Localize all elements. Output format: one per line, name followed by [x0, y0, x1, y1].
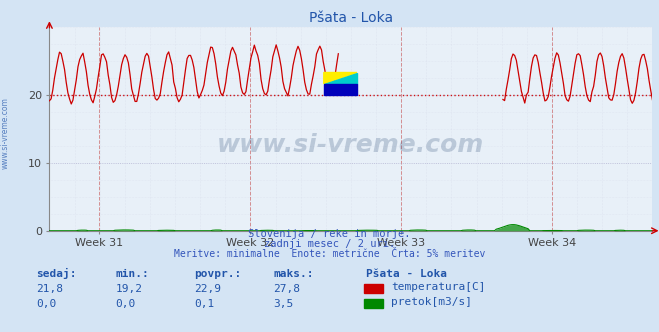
Text: 0,0: 0,0	[36, 299, 57, 309]
Text: 21,8: 21,8	[36, 284, 63, 294]
Text: www.si-vreme.com: www.si-vreme.com	[1, 97, 10, 169]
Text: min.:: min.:	[115, 269, 149, 279]
Text: Slovenija / reke in morje.: Slovenija / reke in morje.	[248, 229, 411, 239]
Text: 0,0: 0,0	[115, 299, 136, 309]
Text: povpr.:: povpr.:	[194, 269, 242, 279]
Text: zadnji mesec / 2 uri.: zadnji mesec / 2 uri.	[264, 239, 395, 249]
Text: 0,1: 0,1	[194, 299, 215, 309]
Text: sedaj:: sedaj:	[36, 268, 76, 279]
Bar	[324, 84, 357, 95]
Text: www.si-vreme.com: www.si-vreme.com	[217, 133, 484, 157]
Text: 22,9: 22,9	[194, 284, 221, 294]
Text: 27,8: 27,8	[273, 284, 301, 294]
Text: Meritve: minimalne  Enote: metrične  Črta: 5% meritev: Meritve: minimalne Enote: metrične Črta:…	[174, 249, 485, 259]
Text: Pšata - Loka: Pšata - Loka	[366, 269, 447, 279]
Polygon shape	[324, 72, 357, 84]
Title: Pšata - Loka: Pšata - Loka	[309, 11, 393, 25]
Polygon shape	[324, 72, 357, 84]
Text: temperatura[C]: temperatura[C]	[391, 283, 485, 292]
Text: maks.:: maks.:	[273, 269, 314, 279]
Text: 3,5: 3,5	[273, 299, 294, 309]
Text: pretok[m3/s]: pretok[m3/s]	[391, 297, 472, 307]
Text: 19,2: 19,2	[115, 284, 142, 294]
